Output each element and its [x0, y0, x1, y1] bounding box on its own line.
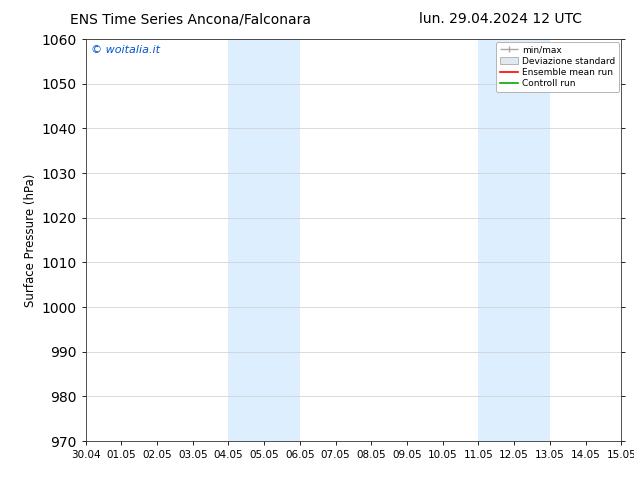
Bar	[479, 39, 514, 441]
Text: lun. 29.04.2024 12 UTC: lun. 29.04.2024 12 UTC	[419, 12, 583, 26]
Legend: min/max, Deviazione standard, Ensemble mean run, Controll run: min/max, Deviazione standard, Ensemble m…	[496, 42, 619, 92]
Bar	[514, 39, 550, 441]
Y-axis label: Surface Pressure (hPa): Surface Pressure (hPa)	[24, 173, 37, 307]
Bar	[264, 39, 300, 441]
Text: ENS Time Series Ancona/Falconara: ENS Time Series Ancona/Falconara	[70, 12, 311, 26]
Text: © woitalia.it: © woitalia.it	[91, 45, 160, 55]
Bar	[228, 39, 264, 441]
